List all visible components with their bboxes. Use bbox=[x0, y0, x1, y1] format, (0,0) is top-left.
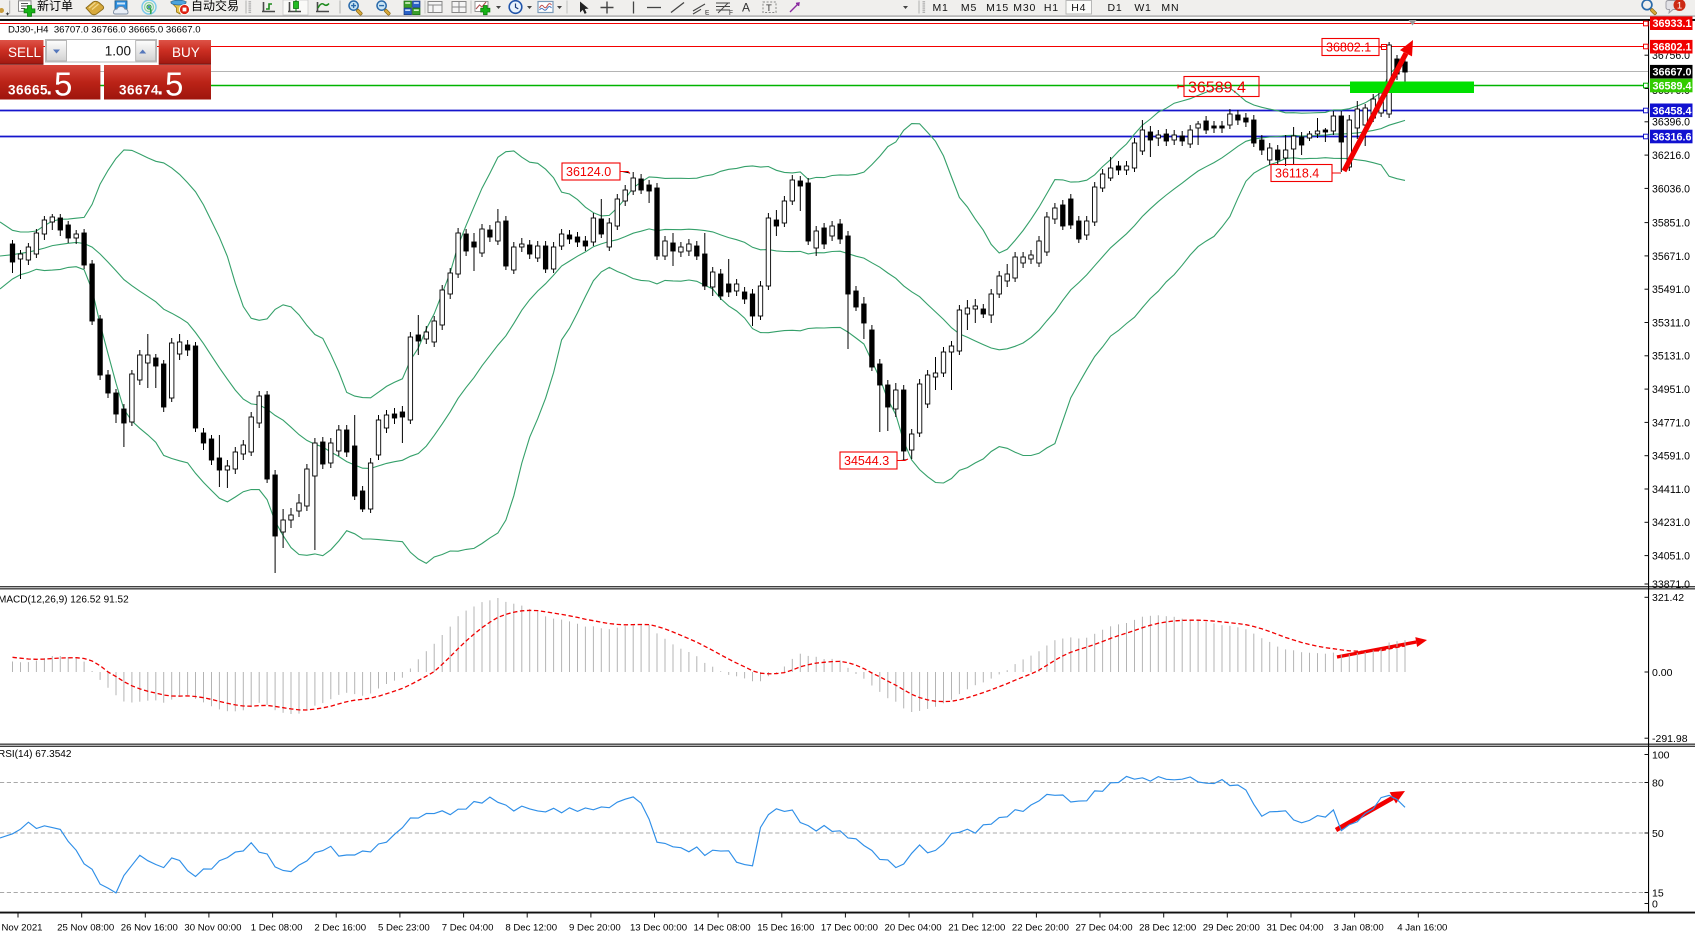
svg-text:3 Jan 08:00: 3 Jan 08:00 bbox=[1334, 923, 1384, 934]
svg-text:34231.0: 34231.0 bbox=[1652, 517, 1690, 529]
svg-text:A: A bbox=[742, 1, 750, 15]
svg-text:36124.0: 36124.0 bbox=[566, 165, 611, 179]
svg-text:T: T bbox=[766, 3, 772, 14]
svg-text:80: 80 bbox=[1652, 777, 1664, 789]
svg-text:RSI(14) 67.3542: RSI(14) 67.3542 bbox=[0, 749, 72, 760]
svg-text:34411.0: 34411.0 bbox=[1652, 484, 1690, 496]
svg-text:M1: M1 bbox=[933, 2, 949, 14]
svg-text:E: E bbox=[705, 10, 710, 17]
svg-text:33871.0: 33871.0 bbox=[1652, 579, 1690, 591]
svg-text:50: 50 bbox=[1652, 828, 1664, 840]
svg-text:36802.1: 36802.1 bbox=[1326, 41, 1371, 55]
svg-text:自动交易: 自动交易 bbox=[191, 0, 239, 13]
svg-text:100: 100 bbox=[1652, 749, 1670, 761]
svg-text:8 Dec 12:00: 8 Dec 12:00 bbox=[505, 923, 557, 934]
svg-text:20 Dec 04:00: 20 Dec 04:00 bbox=[885, 923, 942, 934]
svg-text:36589.4: 36589.4 bbox=[1188, 79, 1246, 96]
svg-text:H4: H4 bbox=[1071, 2, 1086, 14]
svg-text:.: . bbox=[45, 69, 53, 102]
svg-text:14 Dec 08:00: 14 Dec 08:00 bbox=[694, 923, 751, 934]
svg-text:34951.0: 34951.0 bbox=[1652, 384, 1690, 396]
svg-text:4 Jan 16:00: 4 Jan 16:00 bbox=[1397, 923, 1447, 934]
svg-text:✦: ✦ bbox=[5, 11, 10, 18]
svg-text:-291.98: -291.98 bbox=[1652, 733, 1688, 745]
svg-text:SELL: SELL bbox=[8, 45, 42, 60]
svg-text:5 Dec 23:00: 5 Dec 23:00 bbox=[378, 923, 430, 934]
svg-text:36665: 36665 bbox=[8, 83, 48, 98]
svg-text:35311.0: 35311.0 bbox=[1652, 317, 1690, 329]
svg-text:27 Dec 04:00: 27 Dec 04:00 bbox=[1075, 923, 1132, 934]
svg-text:9 Dec 20:00: 9 Dec 20:00 bbox=[569, 923, 621, 934]
svg-text:34051.0: 34051.0 bbox=[1652, 551, 1690, 563]
svg-text:2 Dec 16:00: 2 Dec 16:00 bbox=[314, 923, 366, 934]
svg-text:36396.0: 36396.0 bbox=[1652, 117, 1690, 129]
svg-text:30 Nov 00:00: 30 Nov 00:00 bbox=[184, 923, 241, 934]
svg-text:35851.0: 35851.0 bbox=[1652, 218, 1690, 230]
svg-text:7 Dec 04:00: 7 Dec 04:00 bbox=[442, 923, 494, 934]
svg-text:MN: MN bbox=[1161, 2, 1179, 14]
svg-text:36933.1: 36933.1 bbox=[1653, 18, 1692, 30]
svg-text:15: 15 bbox=[1652, 887, 1664, 899]
svg-text:36316.6: 36316.6 bbox=[1653, 132, 1692, 144]
svg-text:M15: M15 bbox=[986, 2, 1009, 14]
svg-text:34544.3: 34544.3 bbox=[844, 454, 889, 468]
svg-text:1.00: 1.00 bbox=[105, 44, 131, 59]
svg-text:1: 1 bbox=[1677, 1, 1682, 12]
svg-text:36667.0: 36667.0 bbox=[1653, 67, 1692, 79]
svg-text:36036.0: 36036.0 bbox=[1652, 183, 1690, 195]
svg-text:13 Dec 00:00: 13 Dec 00:00 bbox=[630, 923, 687, 934]
svg-text:Nov 2021: Nov 2021 bbox=[1, 923, 42, 934]
svg-text:M30: M30 bbox=[1013, 2, 1036, 14]
svg-text:36458.4: 36458.4 bbox=[1653, 105, 1693, 117]
svg-text:34771.0: 34771.0 bbox=[1652, 417, 1690, 429]
svg-text:W1: W1 bbox=[1134, 2, 1151, 14]
svg-text:1 Dec 08:00: 1 Dec 08:00 bbox=[251, 923, 303, 934]
svg-text:DJ30-,H4 36707.0 36766.0 3666: DJ30-,H4 36707.0 36766.0 36665.0 36667.0 bbox=[8, 24, 201, 35]
svg-text:21 Dec 12:00: 21 Dec 12:00 bbox=[948, 923, 1005, 934]
svg-text:35131.0: 35131.0 bbox=[1652, 351, 1690, 363]
svg-text:35671.0: 35671.0 bbox=[1652, 251, 1690, 263]
svg-text:25 Nov 08:00: 25 Nov 08:00 bbox=[57, 923, 114, 934]
svg-text:28 Dec 12:00: 28 Dec 12:00 bbox=[1139, 923, 1196, 934]
svg-text:36589.4: 36589.4 bbox=[1653, 81, 1693, 93]
svg-text:22 Dec 20:00: 22 Dec 20:00 bbox=[1012, 923, 1069, 934]
svg-text:BUY: BUY bbox=[172, 45, 200, 60]
svg-text:17 Dec 00:00: 17 Dec 00:00 bbox=[821, 923, 878, 934]
svg-text:36674: 36674 bbox=[119, 83, 159, 98]
svg-text:34591.0: 34591.0 bbox=[1652, 451, 1690, 463]
svg-text:0: 0 bbox=[1652, 898, 1658, 910]
svg-text:5: 5 bbox=[165, 66, 183, 103]
svg-text:26 Nov 16:00: 26 Nov 16:00 bbox=[121, 923, 178, 934]
svg-text:M5: M5 bbox=[961, 2, 977, 14]
svg-text:H1: H1 bbox=[1044, 2, 1059, 14]
svg-text:D1: D1 bbox=[1107, 2, 1122, 14]
svg-text:0.00: 0.00 bbox=[1652, 667, 1673, 679]
svg-text:F: F bbox=[729, 10, 733, 17]
svg-text:31 Dec 04:00: 31 Dec 04:00 bbox=[1266, 923, 1323, 934]
svg-text:5: 5 bbox=[54, 66, 72, 103]
svg-text:15 Dec 16:00: 15 Dec 16:00 bbox=[757, 923, 814, 934]
svg-text:36118.4: 36118.4 bbox=[1275, 167, 1319, 181]
svg-text:29 Dec 20:00: 29 Dec 20:00 bbox=[1203, 923, 1260, 934]
svg-text:36216.0: 36216.0 bbox=[1652, 150, 1690, 162]
svg-text:36802.1: 36802.1 bbox=[1653, 42, 1692, 54]
svg-text:MACD(12,26,9) 126.52 91.52: MACD(12,26,9) 126.52 91.52 bbox=[0, 595, 129, 606]
svg-text:.: . bbox=[156, 69, 164, 102]
svg-text:新订单: 新订单 bbox=[37, 0, 73, 13]
svg-text:321.42: 321.42 bbox=[1652, 592, 1684, 604]
svg-text:35491.0: 35491.0 bbox=[1652, 284, 1690, 296]
